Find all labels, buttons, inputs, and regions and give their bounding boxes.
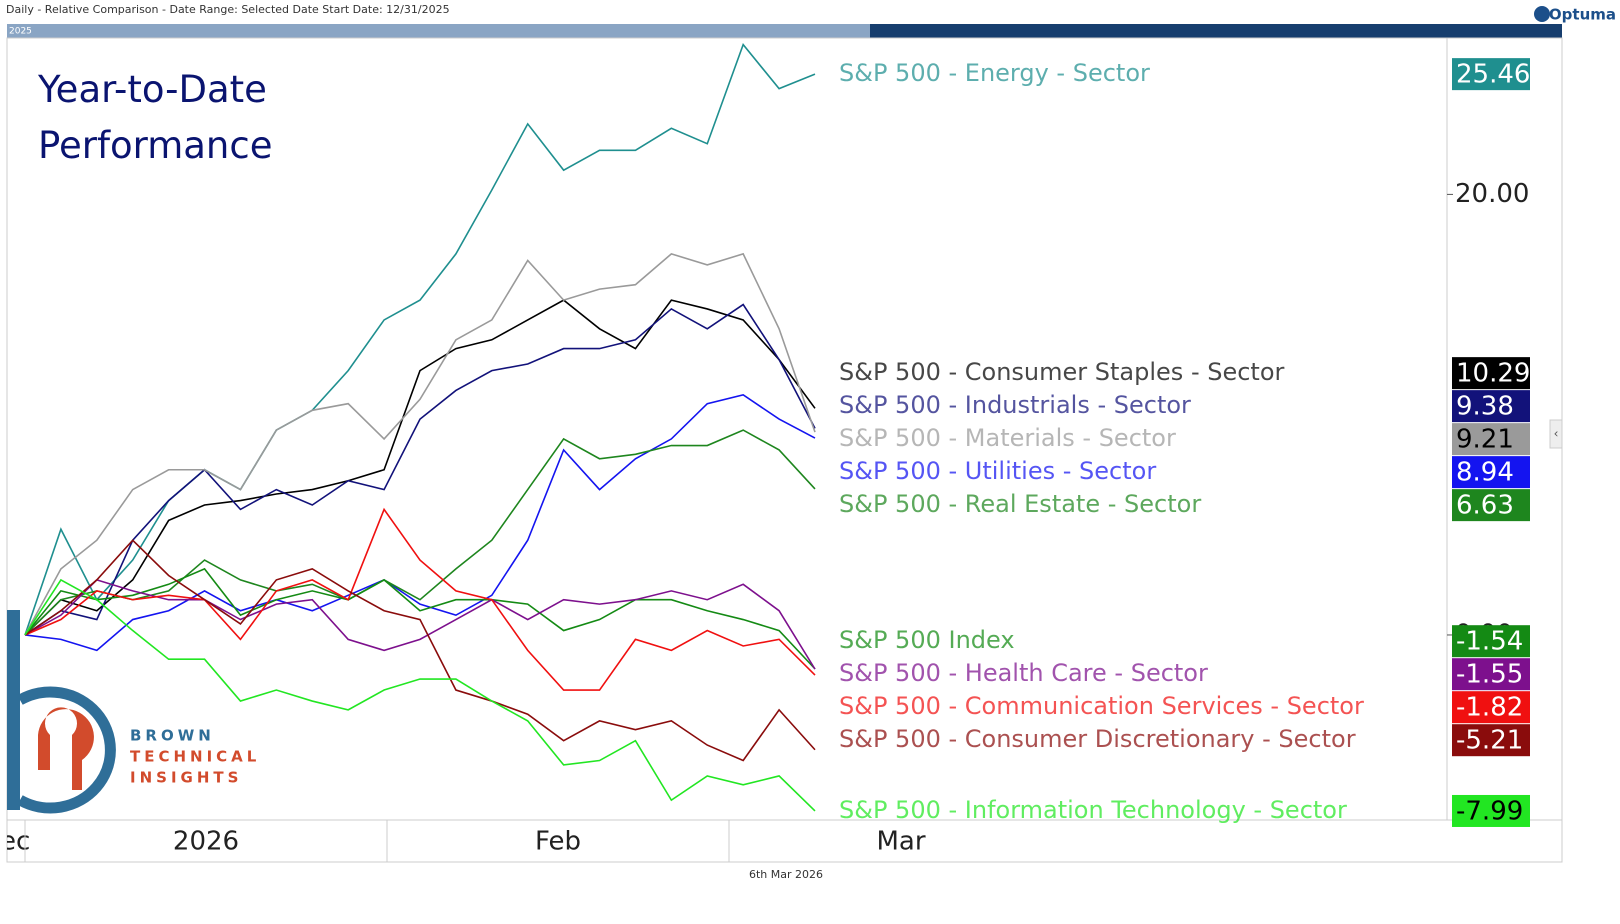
legend-label: S&P 500 - Communication Services - Secto… xyxy=(839,692,1364,720)
series-line xyxy=(24,507,816,691)
series-line xyxy=(24,578,816,812)
y-tick-label: 20.00 xyxy=(1455,179,1529,209)
value-box xyxy=(1452,357,1530,390)
brand-icon xyxy=(1534,6,1550,22)
value-box xyxy=(1452,658,1530,691)
logo-arc xyxy=(17,686,116,814)
legend-label: S&P 500 - Information Technology - Secto… xyxy=(839,796,1347,824)
scrollbar xyxy=(7,24,870,38)
value-box xyxy=(1452,58,1530,91)
collapse-icon[interactable]: ‹ xyxy=(1554,427,1559,441)
value-label: 8.94 xyxy=(1456,458,1514,488)
series-line xyxy=(24,578,816,670)
logo: BROWN TECHNICAL INSIGHTS xyxy=(7,610,260,814)
series-line xyxy=(24,303,816,636)
caption: Daily - Relative Comparison - Date Range… xyxy=(6,3,450,16)
logo-bar xyxy=(7,610,20,810)
value-box xyxy=(1452,456,1530,489)
x-tick-label: 2026 xyxy=(173,827,239,857)
value-box xyxy=(1452,794,1530,827)
x-tick-label: Feb xyxy=(535,827,581,857)
value-label: 10.29 xyxy=(1456,359,1530,389)
logo-mark xyxy=(38,707,94,790)
brand: Optuma xyxy=(1549,6,1616,24)
value-label: -1.82 xyxy=(1456,693,1523,723)
value-label: -1.54 xyxy=(1456,627,1523,657)
value-box xyxy=(1452,423,1530,456)
value-label: 6.63 xyxy=(1456,491,1514,521)
value-box xyxy=(1452,390,1530,423)
legend-label: S&P 500 - Health Care - Sector xyxy=(839,659,1208,687)
plot xyxy=(24,43,816,812)
legend-label: S&P 500 - Consumer Discretionary - Secto… xyxy=(839,725,1356,753)
legend-label: S&P 500 - Energy - Sector xyxy=(839,59,1150,87)
legend-label: S&P 500 - Materials - Sector xyxy=(839,424,1176,452)
value-label: -5.21 xyxy=(1456,726,1523,756)
x-tick-label: Mar xyxy=(876,827,925,857)
series-line xyxy=(24,299,816,636)
value-label: 25.46 xyxy=(1456,60,1530,90)
x-axis: ec 2026 Feb Mar xyxy=(0,820,926,862)
x-tick-label: ec xyxy=(0,827,30,857)
value-label: -1.55 xyxy=(1456,660,1523,690)
legend-label: S&P 500 - Real Estate - Sector xyxy=(839,490,1201,518)
frame xyxy=(6,37,1563,863)
value-box xyxy=(1452,724,1530,757)
value-label: 9.21 xyxy=(1456,425,1514,455)
series-line xyxy=(24,539,816,762)
footer: 6th Mar 2026 xyxy=(749,868,823,881)
series-line xyxy=(24,567,816,670)
value-box xyxy=(1452,625,1530,658)
logo-text: BROWN xyxy=(130,727,215,745)
legend-label: S&P 500 Index xyxy=(839,626,1015,654)
series-line xyxy=(24,252,816,636)
legend-label: S&P 500 - Industrials - Sector xyxy=(839,391,1191,419)
legend-label: S&P 500 - Consumer Staples - Sector xyxy=(839,358,1285,386)
chart-title: Year-to-Date Performance xyxy=(38,68,273,167)
collapse-button[interactable] xyxy=(1549,419,1563,449)
legend-label: S&P 500 - Utilities - Sector xyxy=(839,457,1156,485)
value-label: 9.38 xyxy=(1456,392,1514,422)
scroll-label: 2025 xyxy=(9,27,32,37)
value-label: -7.99 xyxy=(1456,796,1523,826)
series-line xyxy=(24,429,816,636)
series-line xyxy=(24,393,816,652)
series-line xyxy=(24,43,816,636)
logo-text: TECHNICAL xyxy=(130,748,260,766)
scrollbar-track xyxy=(870,24,1562,38)
value-box xyxy=(1452,691,1530,724)
value-box xyxy=(1452,489,1530,522)
logo-text: INSIGHTS xyxy=(130,769,242,787)
